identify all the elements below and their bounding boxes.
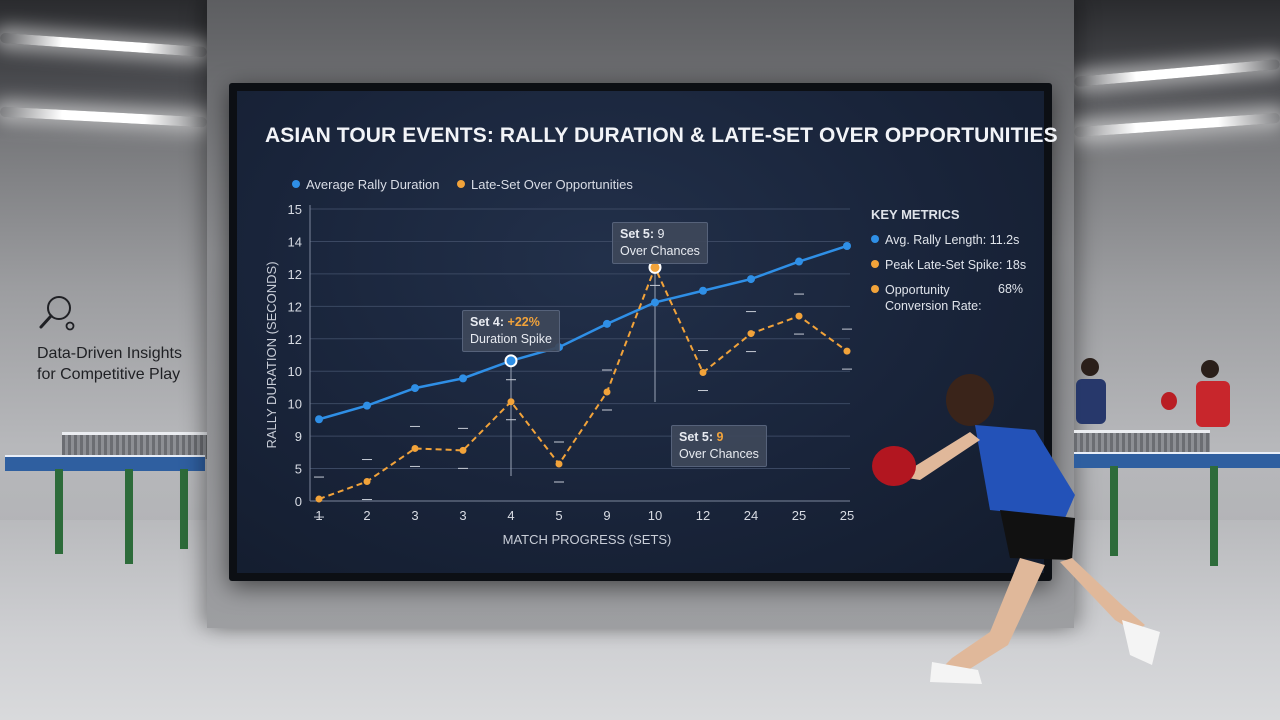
x-tick-label: 10 (648, 508, 662, 523)
metric-dot (871, 235, 879, 243)
legend-item-over-opportunities: Late-Set Over Opportunities (457, 177, 633, 192)
x-tick-label: 24 (744, 508, 758, 523)
legend-item-rally-duration: Average Rally Duration (292, 177, 439, 192)
x-tick-label: 4 (507, 508, 514, 523)
y-tick-label: 9 (295, 429, 302, 444)
y-tick-label: 12 (288, 267, 302, 282)
data-point (603, 388, 611, 396)
tagline-line: for Competitive Play (37, 366, 181, 383)
y-axis-title: RALLY DURATION (SECONDS) (264, 261, 279, 448)
legend-dot (457, 180, 465, 188)
x-axis-title: MATCH PROGRESS (SETS) (503, 532, 672, 547)
x-tick-label: 25 (840, 508, 854, 523)
data-point (459, 374, 467, 383)
y-tick-label: 14 (288, 234, 302, 249)
y-tick-label: 12 (288, 332, 302, 347)
table-leg (1110, 466, 1118, 556)
data-point (747, 330, 755, 338)
table-net (1074, 430, 1210, 455)
legend-label: Late-Set Over Opportunities (471, 177, 633, 192)
data-point (747, 275, 755, 284)
x-tick-label: 1 (315, 508, 322, 523)
ping-pong-table (5, 455, 205, 471)
annotation-set5-over: Set 5: 9 Over Chances (671, 425, 767, 467)
data-point (651, 298, 659, 307)
data-point (843, 241, 851, 250)
table-leg (55, 469, 63, 554)
annotation-prefix: Set 5: (679, 430, 717, 444)
y-tick-label: 10 (288, 397, 302, 412)
background-players (1076, 358, 1230, 427)
x-tick-label: 3 (411, 508, 418, 523)
y-tick-label: 12 (288, 299, 302, 314)
data-point (507, 398, 515, 406)
display-screen (237, 91, 1044, 573)
brand-tagline: Data-Driven Insights for Competitive Pla… (37, 343, 182, 385)
foreground-player (872, 374, 1160, 684)
tagline-line: Data-Driven Insights (37, 345, 182, 362)
annotation-highlight: 9 (716, 430, 724, 444)
annotation-highlight: 9 (657, 227, 665, 241)
annotation-set4-spike: Set 4: +22% Duration Spike (462, 310, 560, 352)
data-point (795, 312, 803, 320)
data-point (315, 495, 323, 503)
legend-dot (292, 180, 300, 188)
data-point (363, 401, 371, 410)
key-metrics-title: KEY METRICS (871, 207, 960, 222)
metric-label: Avg. Rally Length: (885, 233, 987, 247)
highlight-marker (504, 354, 518, 368)
data-point (459, 446, 467, 454)
x-tick-label: 25 (792, 508, 806, 523)
annotation-prefix: Set 5: (620, 227, 658, 241)
ping-pong-table (1074, 452, 1280, 468)
y-tick-label: 5 (295, 462, 302, 477)
data-point (603, 319, 611, 328)
ping-pong-paddle-icon (39, 296, 75, 331)
legend-label: Average Rally Duration (306, 177, 440, 192)
table-net (62, 432, 207, 459)
chart-title: ASIAN TOUR EVENTS: RALLY DURATION & LATE… (265, 124, 1058, 147)
metric-value: 11.2s (989, 233, 1020, 247)
y-tick-label: 10 (288, 364, 302, 379)
x-tick-label: 12 (696, 508, 710, 523)
metric-label: Conversion Rate: (885, 299, 982, 313)
metric-dot (871, 260, 879, 268)
metric-conversion: Opportunity Conversion Rate: (871, 282, 982, 314)
table-leg (125, 469, 133, 564)
annotation-text: Over Chances (679, 447, 759, 461)
data-point (411, 384, 419, 393)
metric-label: Peak Late-Set Spike: (885, 258, 1003, 272)
series-line-over-opportunities (318, 264, 848, 500)
metric-dot (871, 285, 879, 293)
x-tick-label: 3 (459, 508, 466, 523)
metric-value: 68% (998, 282, 1024, 296)
data-point (363, 478, 371, 486)
x-tick-label: 5 (555, 508, 562, 523)
annotation-prefix: Set 4: (470, 315, 508, 329)
data-point (843, 347, 851, 355)
table-leg (1210, 466, 1218, 566)
y-tick-label: 15 (288, 202, 302, 217)
annotation-text: Over Chances (620, 244, 700, 258)
annotation-highlight: +22% (507, 315, 540, 329)
series-line-rally-duration (318, 244, 848, 421)
table-leg (180, 469, 188, 549)
data-point (795, 257, 803, 266)
data-point (315, 415, 323, 424)
metric-avg-rally: Avg. Rally Length: 11.2s (871, 232, 1019, 248)
data-point (555, 460, 563, 468)
y-tick-label: 0 (295, 494, 302, 509)
x-tick-label: 2 (363, 508, 370, 523)
data-point (699, 286, 707, 295)
data-point (411, 444, 419, 452)
x-tick-label: 9 (603, 508, 610, 523)
metric-label: Opportunity (885, 283, 950, 297)
metric-peak-spike: Peak Late-Set Spike: 18s (871, 257, 1026, 273)
data-point (699, 369, 707, 377)
annotation-set5-peak: Set 5: 9 Over Chances (612, 222, 708, 264)
annotation-text: Duration Spike (470, 332, 552, 346)
metric-value: 18s (1005, 258, 1027, 272)
